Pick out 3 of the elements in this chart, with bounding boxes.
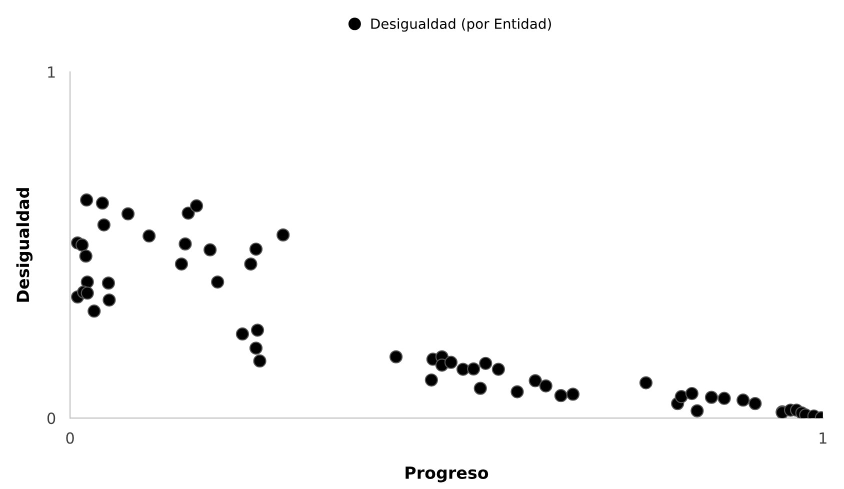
x-axis-title: Progreso [406,466,488,482]
legend-label: Desigualdad (por Entidad) [371,18,551,32]
y-axis-title: Desigualdad [16,188,33,302]
